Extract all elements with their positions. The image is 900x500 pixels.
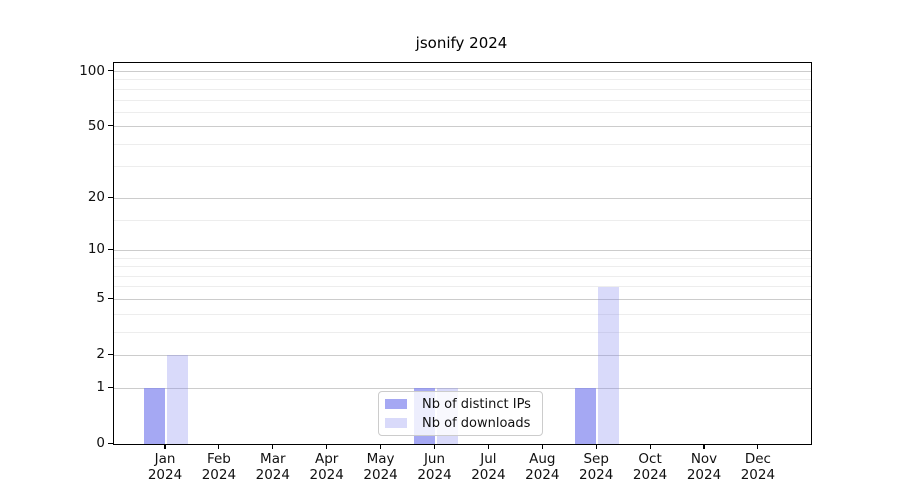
- gridline-minor-4: [114, 313, 811, 315]
- bar-nb-of-downloads-jan: [167, 355, 188, 444]
- x-tick-label-sep: Sep 2024: [566, 451, 626, 483]
- x-tick-label-aug: Aug 2024: [512, 451, 572, 483]
- y-tick-mark-5: [108, 297, 113, 300]
- legend-swatch-2: [385, 418, 407, 428]
- x-tick-month: Aug: [529, 451, 556, 467]
- y-tick-label-5: 5: [96, 290, 105, 307]
- x-tick-year: 2024: [363, 467, 398, 483]
- gridline-minor-80: [114, 88, 811, 90]
- y-tick-label-10: 10: [87, 241, 105, 258]
- y-tick-mark-0: [108, 442, 113, 444]
- y-tick-label-0: 0: [96, 435, 105, 451]
- legend-label-1: Nb of distinct IPs: [422, 396, 531, 412]
- gridline-major-1: [114, 387, 811, 389]
- y-tick-mark-50: [108, 125, 113, 127]
- x-tick-mark-nov: [703, 444, 705, 449]
- gridline-minor-70: [114, 99, 811, 101]
- x-tick-year: 2024: [417, 467, 452, 483]
- y-tick-mark-10: [108, 248, 113, 251]
- x-tick-mark-oct: [649, 444, 651, 449]
- x-tick-year: 2024: [201, 467, 237, 483]
- legend-entry-2: Nb of downloads: [385, 416, 534, 431]
- x-tick-year: 2024: [686, 467, 722, 483]
- chart-title: jsonify 2024: [415, 34, 508, 52]
- y-tick-label-2: 2: [96, 346, 105, 363]
- x-tick-label-nov: Nov 2024: [674, 451, 734, 483]
- x-tick-mark-jul: [487, 444, 489, 449]
- plot-area: [113, 62, 812, 445]
- legend-swatch-1: [385, 399, 407, 409]
- y-tick-label-20: 20: [87, 189, 105, 206]
- gridline-minor-7: [114, 275, 811, 277]
- x-tick-month: Oct: [638, 451, 662, 467]
- legend-label-2: Nb of downloads: [422, 415, 531, 431]
- gridline-major-100: [114, 71, 811, 73]
- x-tick-month: Mar: [260, 451, 286, 467]
- gridline-minor-60: [114, 111, 811, 113]
- gridline-minor-9: [114, 257, 811, 259]
- gridline-major-2: [114, 354, 811, 356]
- x-tick-label-apr: Apr 2024: [297, 451, 357, 483]
- gridline-minor-3: [114, 331, 811, 333]
- x-tick-label-mar: Mar 2024: [243, 451, 303, 483]
- x-tick-year: 2024: [579, 467, 614, 483]
- y-tick-mark-100: [108, 70, 113, 72]
- x-tick-mark-jun: [433, 444, 436, 449]
- x-tick-month: Nov: [690, 451, 718, 467]
- x-tick-year: 2024: [525, 467, 560, 483]
- x-tick-mark-mar: [272, 444, 274, 449]
- gridline-major-10: [114, 249, 811, 251]
- y-tick-label-100: 100: [79, 62, 105, 79]
- y-tick-mark-1: [108, 386, 113, 388]
- gridline-minor-30: [114, 166, 811, 168]
- x-tick-label-oct: Oct 2024: [620, 451, 680, 483]
- x-tick-label-jul: Jul 2024: [458, 451, 518, 483]
- y-tick-mark-2: [108, 353, 113, 356]
- x-tick-year: 2024: [309, 467, 344, 483]
- x-tick-mark-apr: [326, 444, 328, 449]
- gridline-major-5: [114, 298, 811, 300]
- y-tick-mark-20: [108, 196, 113, 198]
- x-tick-month: Feb: [206, 451, 231, 467]
- x-tick-year: 2024: [740, 467, 776, 483]
- x-tick-mark-feb: [218, 444, 220, 449]
- x-tick-month: May: [366, 451, 395, 467]
- x-tick-label-jun: Jun 2024: [405, 451, 465, 483]
- gridline-minor-8: [114, 266, 811, 268]
- x-tick-mark-may: [380, 444, 382, 449]
- legend-entry-1: Nb of distinct IPs: [385, 397, 534, 412]
- x-tick-mark-dec: [757, 444, 759, 449]
- gridline-major-50: [114, 126, 811, 128]
- gridline-minor-15: [114, 219, 811, 221]
- x-tick-year: 2024: [147, 467, 183, 483]
- bar-nb-of-downloads-sep: [598, 286, 620, 444]
- x-tick-month: Sep: [583, 451, 609, 467]
- gridline-minor-40: [114, 143, 811, 145]
- bar-nb-of-distinct-ips-jan: [144, 388, 165, 444]
- y-tick-label-1: 1: [96, 379, 105, 396]
- x-tick-month: Jan: [154, 451, 176, 467]
- x-tick-mark-aug: [541, 444, 543, 449]
- x-tick-mark-jan: [164, 444, 166, 449]
- x-tick-year: 2024: [255, 467, 290, 483]
- bar-nb-of-distinct-ips-sep: [575, 388, 597, 444]
- x-tick-month: Apr: [315, 451, 339, 467]
- x-tick-year: 2024: [632, 467, 668, 483]
- gridline-minor-90: [114, 79, 811, 81]
- x-tick-month: Jul: [480, 451, 497, 467]
- gridline-major-20: [114, 197, 811, 199]
- gridline-minor-6: [114, 286, 811, 288]
- x-tick-label-may: May 2024: [351, 451, 411, 483]
- x-tick-month: Dec: [744, 451, 771, 467]
- x-tick-label-jan: Jan 2024: [135, 451, 195, 483]
- x-tick-label-dec: Dec 2024: [728, 451, 788, 483]
- x-tick-label-feb: Feb 2024: [189, 451, 249, 483]
- y-tick-label-50: 50: [87, 117, 105, 134]
- x-tick-month: Jun: [423, 451, 446, 467]
- x-tick-mark-sep: [595, 444, 597, 449]
- x-tick-year: 2024: [471, 467, 506, 483]
- legend: Nb of distinct IPs Nb of downloads: [378, 391, 543, 436]
